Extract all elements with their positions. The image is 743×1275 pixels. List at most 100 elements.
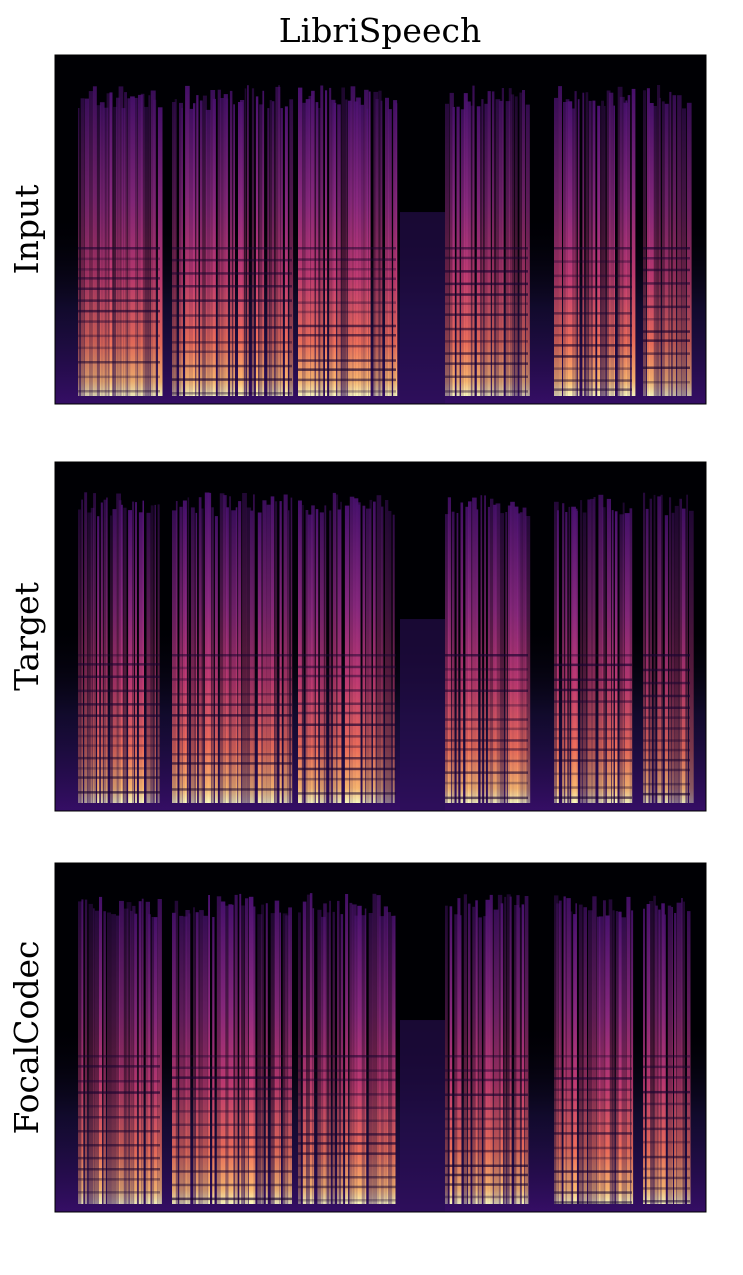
harmonic-gap bbox=[554, 1170, 632, 1173]
spectral-stripe bbox=[238, 501, 242, 803]
spectral-stripe bbox=[484, 103, 488, 397]
harmonic-gap bbox=[554, 786, 632, 789]
spectral-stripe bbox=[251, 88, 255, 397]
harmonic-gap bbox=[172, 1170, 292, 1173]
spectral-stripe bbox=[671, 907, 673, 1204]
harmonic-gap bbox=[445, 1055, 528, 1058]
harmonic-gap bbox=[298, 1069, 396, 1072]
harmonic-gap bbox=[643, 318, 690, 321]
harmonic-gap bbox=[172, 299, 292, 302]
harmonic-gap bbox=[78, 320, 160, 323]
harmonic-gap bbox=[554, 1088, 632, 1091]
harmonic-gap bbox=[643, 352, 690, 355]
spectral-stripe bbox=[580, 500, 583, 803]
spectral-stripe bbox=[655, 905, 658, 1204]
harmonic-gap bbox=[643, 381, 690, 384]
spectral-stripe bbox=[196, 95, 199, 396]
harmonic-gap bbox=[78, 299, 160, 302]
spectral-stripe bbox=[568, 506, 571, 803]
spectral-stripe bbox=[103, 911, 106, 1204]
spectral-stripe bbox=[279, 501, 282, 803]
harmonic-gap bbox=[298, 1106, 396, 1109]
spectral-stripe bbox=[672, 95, 677, 396]
spectral-stripe bbox=[340, 914, 344, 1204]
spectral-stripe bbox=[629, 508, 633, 803]
spectral-stripe bbox=[172, 510, 177, 803]
harmonic-gap bbox=[643, 668, 690, 672]
spectral-stripe bbox=[84, 492, 88, 803]
harmonic-gap bbox=[298, 689, 396, 692]
spectral-stripe bbox=[210, 90, 216, 396]
harmonic-gap bbox=[445, 1183, 528, 1186]
harmonic-gap bbox=[78, 277, 160, 280]
spectral-stripe bbox=[522, 90, 525, 396]
harmonic-gap bbox=[445, 1149, 528, 1153]
spectral-stripe bbox=[154, 504, 156, 803]
spectral-stripe bbox=[245, 898, 249, 1204]
spectral-stripe bbox=[78, 108, 80, 396]
spectral-stripe bbox=[597, 105, 601, 397]
harmonic-gap bbox=[643, 247, 690, 250]
harmonic-gap bbox=[298, 334, 396, 337]
spectral-stripe bbox=[298, 87, 303, 396]
spectral-stripe bbox=[307, 514, 313, 803]
spectral-stripe bbox=[78, 901, 83, 1204]
harmonic-gap bbox=[298, 1199, 396, 1202]
spectral-stripe bbox=[368, 91, 371, 396]
spectral-stripe bbox=[456, 106, 460, 396]
spectral-stripe bbox=[141, 898, 144, 1204]
harmonic-gap bbox=[643, 1200, 690, 1203]
spectral-stripe bbox=[332, 911, 335, 1204]
spectral-stripe bbox=[518, 907, 521, 1204]
spectral-stripe bbox=[475, 900, 478, 1204]
harmonic-gap bbox=[445, 362, 528, 365]
harmonic-gap bbox=[172, 1055, 292, 1058]
spectral-stripe bbox=[146, 512, 151, 803]
spectral-stripe bbox=[452, 107, 455, 396]
harmonic-gap bbox=[298, 735, 396, 738]
spectral-stripe bbox=[653, 895, 656, 1204]
harmonic-gap bbox=[298, 1119, 396, 1122]
spectral-stripe bbox=[220, 901, 226, 1204]
spectral-stripe bbox=[592, 896, 597, 1204]
spectral-stripe bbox=[459, 915, 462, 1204]
spectral-stripe bbox=[683, 901, 685, 1204]
spectral-stripe bbox=[445, 103, 450, 397]
spectral-stripe bbox=[491, 91, 495, 397]
harmonic-gap bbox=[172, 272, 292, 275]
harmonic-gap bbox=[78, 247, 160, 250]
harmonic-gap bbox=[554, 688, 632, 692]
spectral-stripe bbox=[583, 907, 587, 1204]
spectral-stripe bbox=[185, 85, 190, 397]
spectral-stripe bbox=[116, 915, 120, 1204]
harmonic-gap bbox=[554, 654, 632, 657]
harmonic-gap bbox=[78, 689, 160, 693]
spectral-stripe bbox=[574, 91, 577, 396]
spectral-stripe bbox=[337, 900, 340, 1204]
spectral-stripe bbox=[506, 894, 511, 1204]
harmonic-gap bbox=[554, 796, 632, 799]
spectral-stripe bbox=[138, 901, 142, 1204]
harmonic-gap bbox=[172, 693, 292, 696]
spectral-stripe bbox=[214, 516, 218, 803]
harmonic-gap bbox=[298, 1093, 396, 1096]
spectral-stripe bbox=[78, 509, 81, 803]
harmonic-gap bbox=[172, 1066, 292, 1069]
harmonic-gap bbox=[643, 1055, 690, 1058]
harmonic-gap bbox=[298, 378, 396, 382]
spectral-stripe bbox=[341, 87, 345, 396]
spectral-stripe bbox=[663, 914, 666, 1204]
spectral-stripe bbox=[175, 501, 178, 803]
harmonic-gap bbox=[643, 339, 690, 342]
spectral-stripe bbox=[460, 109, 466, 397]
spectral-stripe bbox=[118, 500, 122, 803]
harmonic-gap bbox=[445, 352, 528, 355]
harmonic-gap bbox=[445, 302, 528, 305]
spectral-stripe bbox=[94, 910, 100, 1204]
harmonic-gap bbox=[298, 1176, 396, 1179]
spectral-stripe bbox=[609, 92, 614, 396]
spectral-stripe bbox=[376, 495, 382, 803]
spectral-stripe bbox=[111, 914, 116, 1204]
harmonic-gap bbox=[172, 1110, 292, 1113]
harmonic-gap bbox=[554, 379, 632, 382]
